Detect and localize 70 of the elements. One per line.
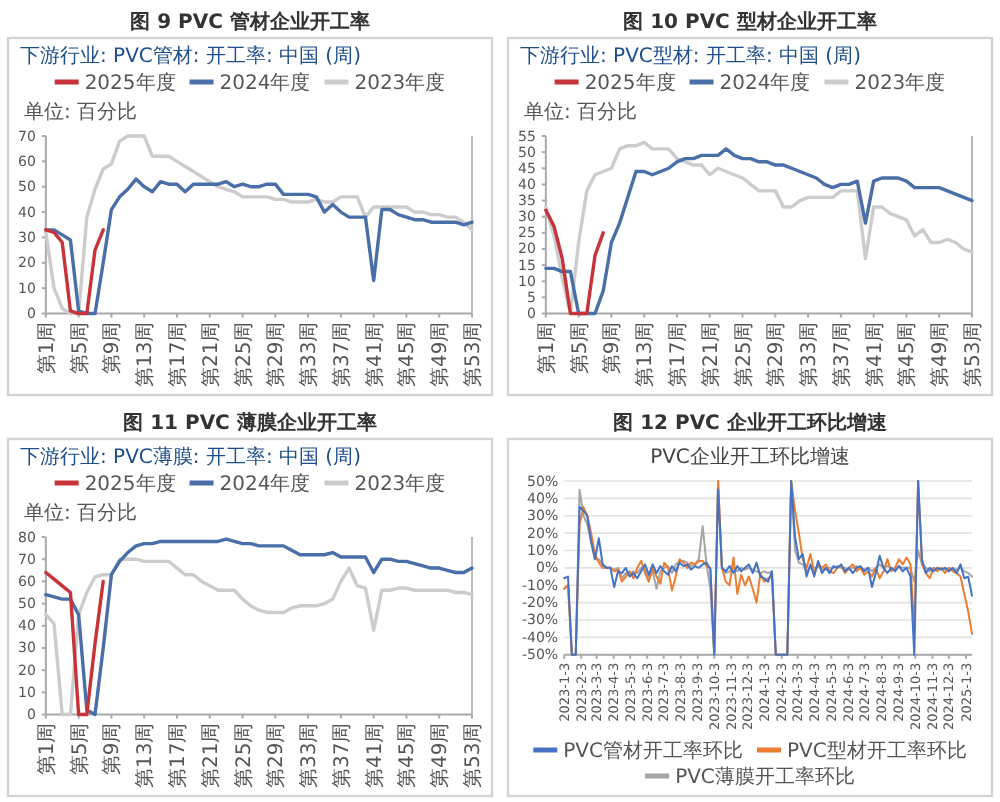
x-tick-label: 第17周	[165, 722, 190, 788]
x-tick-label: 第13周	[133, 321, 158, 387]
line-series	[44, 570, 105, 717]
legend-label: 2024年度	[219, 71, 311, 95]
x-tick-label: 第49周	[428, 321, 453, 387]
legend-label: PVC管材开工率环比	[563, 739, 743, 763]
x-tick-label: 第9周	[600, 321, 625, 375]
x-tick-label: 第25周	[731, 321, 756, 387]
x-tick-label: 第41周	[362, 321, 387, 387]
x-tick-label: 第5周	[67, 722, 92, 776]
x-tick-label: 第1周	[534, 321, 559, 375]
x-tick-label: 第21周	[198, 722, 223, 788]
x-tick-label: 第1周	[34, 722, 59, 776]
chart-subtitle: 下游行业: PVC型材: 开工率: 中国 (周)	[520, 44, 862, 68]
legend-label: PVC型材开工率环比	[787, 739, 967, 763]
chart-title: 图 11 PVC 薄膜企业开工率	[123, 411, 377, 435]
x-tick-label: 第5周	[67, 321, 92, 375]
legend-label: 2024年度	[719, 71, 811, 95]
line-series	[44, 134, 474, 316]
x-tick-label: 第45周	[395, 321, 420, 387]
x-tick-label: 第17周	[665, 321, 690, 387]
chart-subtitle: PVC企业开工环比增速	[650, 445, 850, 469]
chart-title: 图 12 PVC 企业开工环比增速	[613, 411, 889, 435]
x-tick-label: 第37周	[329, 722, 354, 788]
chart-title: 图 10 PVC 型材企业开工率	[623, 10, 877, 34]
x-tick-label: 第5周	[567, 321, 592, 375]
x-tick-label: 第25周	[231, 321, 256, 387]
x-tick-label: 第29周	[264, 321, 289, 387]
x-tick-label: 第33周	[297, 321, 322, 387]
chart-subtitle: 下游行业: PVC薄膜: 开工率: 中国 (周)	[20, 445, 362, 469]
legend-label: 2025年度	[584, 71, 676, 95]
legend-label: 2023年度	[854, 71, 946, 95]
x-tick-label: 第33周	[797, 321, 822, 387]
y-axis-title: 单位: 百分比	[24, 501, 138, 525]
x-tick-label: 第49周	[428, 722, 453, 788]
legend-label: 2025年度	[84, 472, 176, 496]
chart-subtitle: 下游行业: PVC管材: 开工率: 中国 (周)	[20, 44, 362, 68]
x-tick-label: 第53周	[961, 321, 985, 387]
legend-label: PVC薄膜开工率环比	[675, 765, 855, 789]
x-tick-label: 第53周	[461, 722, 485, 788]
y-axis-title: 单位: 百分比	[524, 100, 638, 124]
y-axis-title: 单位: 百分比	[24, 100, 138, 124]
x-tick-label: 第45周	[395, 722, 420, 788]
x-tick-label: 第41周	[862, 321, 887, 387]
x-tick-label: 第13周	[633, 321, 658, 387]
x-tick-label: 第1周	[34, 321, 59, 375]
x-tick-label: 第13周	[133, 722, 158, 788]
chart-title: 图 9 PVC 管材企业开工率	[130, 10, 370, 34]
x-tick-label: 第45周	[895, 321, 920, 387]
line-series	[544, 208, 605, 316]
x-tick-label: 第49周	[928, 321, 953, 387]
x-tick-label: 第53周	[461, 321, 485, 387]
x-tick-label: 第21周	[698, 321, 723, 387]
x-tick-label: 第25周	[231, 722, 256, 788]
legend-label: 2024年度	[219, 472, 311, 496]
legend-label: 2025年度	[84, 71, 176, 95]
x-tick-label: 第9周	[100, 722, 125, 776]
line-series	[44, 228, 105, 316]
x-tick-label: 第29周	[764, 321, 789, 387]
legend-label: 2023年度	[354, 71, 446, 95]
line-series	[563, 480, 973, 656]
x-tick-label: 第33周	[297, 722, 322, 788]
x-tick-label: 第37周	[829, 321, 854, 387]
x-tick-label: 第9周	[100, 321, 125, 375]
x-tick-label: 第21周	[198, 321, 223, 387]
x-tick-label: 第37周	[329, 321, 354, 387]
x-tick-label: 第41周	[362, 722, 387, 788]
legend-label: 2023年度	[354, 472, 446, 496]
x-tick-label: 第29周	[264, 722, 289, 788]
x-tick-label: 第17周	[165, 321, 190, 387]
